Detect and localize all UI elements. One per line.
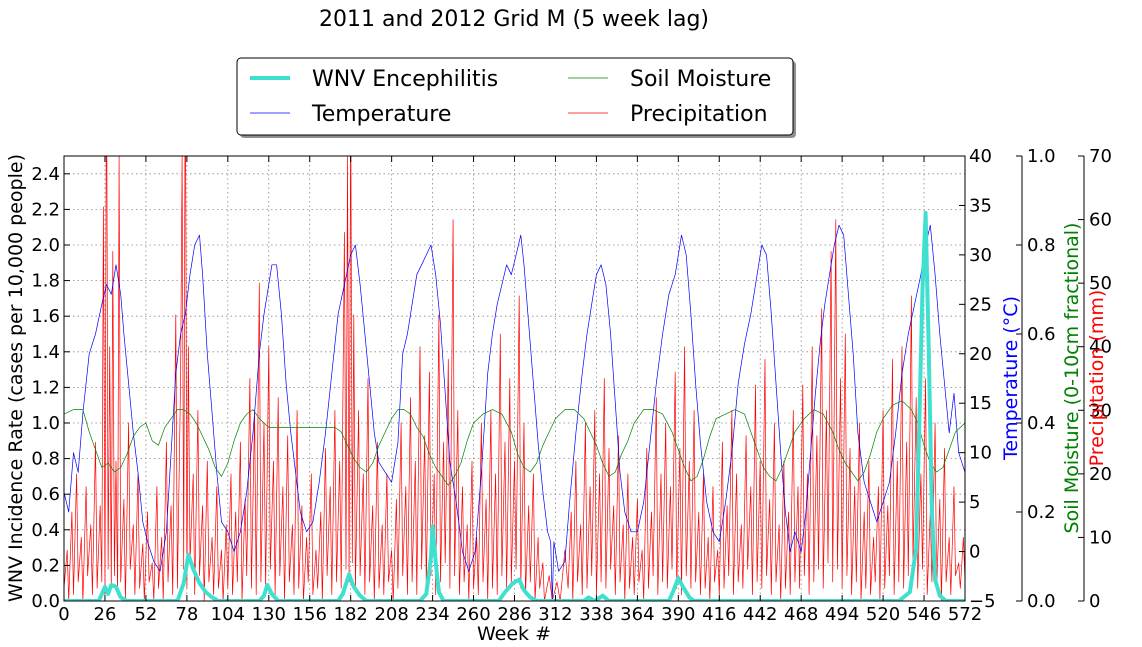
x-tick-label: 182	[334, 604, 368, 625]
y-tick-label-temperature: 20	[969, 344, 992, 365]
legend-frame	[236, 57, 794, 136]
y-tick-label-precipitation: 20	[1089, 464, 1112, 485]
x-tick-label: 572	[948, 604, 982, 625]
legend-label-precipitation: Precipitation	[630, 102, 768, 127]
y-tick-label-wnv: 1.6	[31, 306, 60, 327]
y-tick-label-temperature: −5	[969, 591, 996, 612]
series-line-precipitation	[64, 156, 965, 601]
series-line-soil-moisture	[64, 400, 965, 486]
y-axis-label-precipitation: Precipitation (mm)	[1086, 290, 1108, 467]
x-tick-label: 520	[866, 604, 900, 625]
x-tick-label: 156	[293, 604, 327, 625]
y-tick-label-wnv: 0.4	[31, 520, 60, 541]
series-line-wnv-encephilitis	[64, 211, 965, 601]
y-tick-label-wnv: 0.2	[31, 555, 60, 576]
y-tick-label-wnv: 2.0	[31, 235, 60, 256]
y-tick-label-wnv: 1.4	[31, 342, 60, 363]
x-tick-label: 546	[907, 604, 941, 625]
y-axis-label-temperature: Temperature (°C)	[1000, 296, 1022, 461]
y-tick-label-wnv: 1.0	[31, 413, 60, 434]
y-tick-label-wnv: 0.0	[31, 591, 60, 612]
x-tick-label: 416	[702, 604, 736, 625]
x-tick-label: 364	[620, 604, 654, 625]
y-tick-label-temperature: 5	[969, 492, 980, 513]
y-tick-label-soil-moisture: 0.4	[1027, 413, 1056, 434]
y-tick-label-precipitation: 30	[1089, 400, 1112, 421]
legend-label-wnv-encephilitis: WNV Encephilitis	[312, 67, 498, 92]
x-tick-label: 338	[579, 604, 613, 625]
series-line-temperature	[64, 224, 965, 601]
x-tick-label: 234	[415, 604, 449, 625]
x-tick-label: 468	[784, 604, 818, 625]
y-tick-label-precipitation: 70	[1089, 146, 1112, 167]
x-tick-label: 130	[252, 604, 286, 625]
x-tick-label: 78	[175, 604, 198, 625]
y-tick-label-temperature: 10	[969, 443, 992, 464]
y-tick-label-soil-moisture: 0.0	[1027, 591, 1056, 612]
x-tick-label: 26	[94, 604, 117, 625]
axes: 0 26 52 78 104 130 156 182 208 234 260 286 312 338 364…	[31, 146, 1112, 625]
y-tick-label-precipitation: 0	[1089, 591, 1100, 612]
y-tick-label-wnv: 0.8	[31, 449, 60, 470]
series-layer	[64, 156, 965, 601]
y-tick-label-temperature: 0	[969, 542, 980, 563]
y-tick-label-wnv: 2.4	[31, 164, 60, 185]
x-tick-label: 0	[58, 604, 69, 625]
x-tick-label: 494	[825, 604, 859, 625]
legend: WNV Encephilitis Temperature Soil Moisture…	[236, 57, 796, 138]
x-tick-label: 390	[661, 604, 695, 625]
y-tick-label-soil-moisture: 1.0	[1027, 146, 1056, 167]
y-tick-label-temperature: 15	[969, 393, 992, 414]
y-tick-label-precipitation: 50	[1089, 273, 1112, 294]
y-tick-label-wnv: 2.2	[31, 199, 60, 220]
y-tick-label-wnv: 1.2	[31, 377, 60, 398]
x-tick-label: 52	[134, 604, 157, 625]
x-tick-label: 208	[374, 604, 408, 625]
y-tick-label-soil-moisture: 0.6	[1027, 324, 1056, 345]
y-tick-label-temperature: 25	[969, 294, 992, 315]
legend-label-temperature: Temperature	[311, 102, 451, 127]
y-axis-label-soil-moisture: Soil Moisture (0-10cm fractional)	[1061, 223, 1083, 534]
legend-label-soil-moisture: Soil Moisture	[630, 67, 771, 92]
y-tick-label-wnv: 1.8	[31, 271, 60, 292]
y-tick-label-temperature: 35	[969, 195, 992, 216]
y-tick-label-soil-moisture: 0.2	[1027, 502, 1056, 523]
y-tick-label-temperature: 30	[969, 245, 992, 266]
x-tick-label: 312	[538, 604, 572, 625]
y-tick-label-temperature: 40	[969, 146, 992, 167]
x-tick-label: 260	[456, 604, 490, 625]
x-tick-label: 442	[743, 604, 777, 625]
y-tick-label-precipitation: 40	[1089, 337, 1112, 358]
y-tick-label-precipitation: 10	[1089, 527, 1112, 548]
y-axis-label-wnv: WNV Incidence Rate (cases per 10,000 peo…	[5, 154, 27, 602]
y-tick-label-precipitation: 60	[1089, 210, 1112, 231]
y-tick-label-wnv: 0.6	[31, 484, 60, 505]
chart-title: 2011 and 2012 Grid M (5 week lag)	[319, 7, 709, 32]
x-axis-label: Week #	[477, 623, 551, 645]
x-tick-label: 286	[497, 604, 531, 625]
x-tick-label: 104	[211, 604, 245, 625]
y-tick-label-soil-moisture: 0.8	[1027, 235, 1056, 256]
